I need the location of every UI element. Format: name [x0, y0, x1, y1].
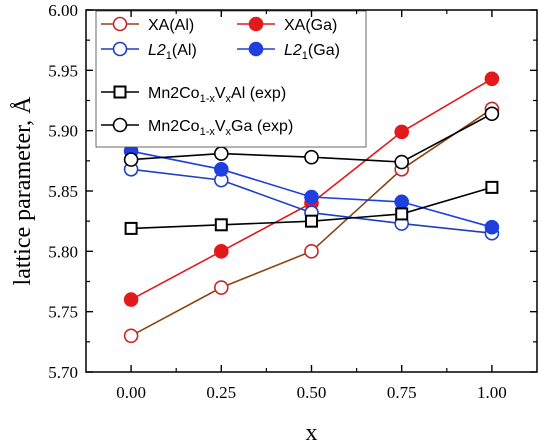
legend-marker-l21_ga: [248, 41, 264, 57]
legend-label-l21_ga: L21(Ga): [284, 42, 340, 62]
data-point-exp_ga-4: [484, 106, 500, 122]
plot-layer: [123, 71, 500, 344]
y-tick-label: 5.75: [48, 303, 78, 322]
x-axis-title: x: [306, 420, 318, 446]
data-point-exp_al-4: [485, 180, 499, 194]
x-tick-label: 0.00: [116, 383, 146, 402]
data-point-l21_ga-3: [394, 194, 410, 210]
axes: 5.70 5.75 5.80 5.85 5.90 5.95 6.00 0.00 0.25 0.50…: [10, 1, 538, 446]
legend-marker-xa_al: [112, 16, 128, 32]
data-point-exp_ga-0: [123, 152, 139, 167]
legend-label-exp_al: Mn2Co1-xVxAl (exp): [148, 85, 286, 105]
legend-entry-exp_al: [101, 85, 139, 99]
data-point-exp_ga-3: [394, 154, 410, 170]
data-point-exp_ga-1: [214, 146, 229, 161]
y-tick-label: 5.90: [48, 122, 78, 141]
series-exp_al: [124, 180, 499, 235]
x-tick-label: 1.00: [477, 383, 507, 402]
data-point-l21_ga-1: [214, 161, 229, 177]
legend-label-l21_al: L21(Al): [148, 42, 197, 62]
legend-entry-xa_ga: [237, 16, 275, 32]
data-point-l21_ga-4: [484, 219, 500, 235]
legend-entry-exp_ga: [101, 117, 139, 133]
data-point-exp_al-1: [214, 218, 228, 232]
legend-marker-l21_al: [112, 41, 128, 57]
y-tick-label: 6.00: [48, 1, 78, 20]
data-point-xa_al-0: [123, 328, 139, 344]
y-tick-label: 5.85: [48, 182, 78, 201]
data-point-exp_ga-2: [304, 149, 319, 165]
y-tick-label: 5.70: [48, 363, 78, 382]
x-tick-label: 0.25: [206, 383, 236, 402]
legend-marker-exp_al: [113, 85, 127, 99]
data-point-exp_al-0: [124, 221, 138, 235]
data-point-xa_ga-4: [484, 71, 500, 87]
legend-entry-xa_al: [101, 16, 139, 32]
data-point-xa_al-2: [304, 244, 319, 259]
legend-marker-exp_ga: [112, 117, 128, 133]
x-tick-label: 0.50: [297, 383, 327, 402]
legend-label-xa_ga: XA(Ga): [284, 17, 337, 34]
data-point-xa_ga-1: [214, 244, 229, 259]
y-tick-label: 5.95: [48, 61, 78, 80]
legend-entry-l21_al: [101, 41, 139, 57]
legend-label-xa_al: XA(Al): [148, 17, 194, 34]
data-point-l21_ga-2: [304, 189, 319, 205]
data-point-xa_ga-3: [394, 124, 410, 140]
legend-label-exp_ga: Mn2Co1-xVxGa (exp): [148, 118, 293, 138]
y-tick-label: 5.80: [48, 242, 78, 261]
y-axis-title: lattice parameter, Å: [10, 96, 36, 286]
x-tick-label: 0.75: [387, 383, 417, 402]
legend-entry-l21_ga: [237, 41, 275, 57]
legend: XA(Al) XA(Ga) L21(Al) L21(Ga) Mn2Co1-xVxAl (…: [95, 10, 367, 148]
legend-marker-xa_ga: [248, 16, 264, 32]
data-point-exp_al-2: [305, 214, 318, 228]
data-point-exp_al-3: [395, 207, 409, 221]
data-point-xa_al-1: [214, 280, 229, 295]
legend-box: [95, 10, 367, 148]
data-point-xa_ga-0: [123, 292, 139, 307]
series-exp_ga: [123, 106, 500, 170]
